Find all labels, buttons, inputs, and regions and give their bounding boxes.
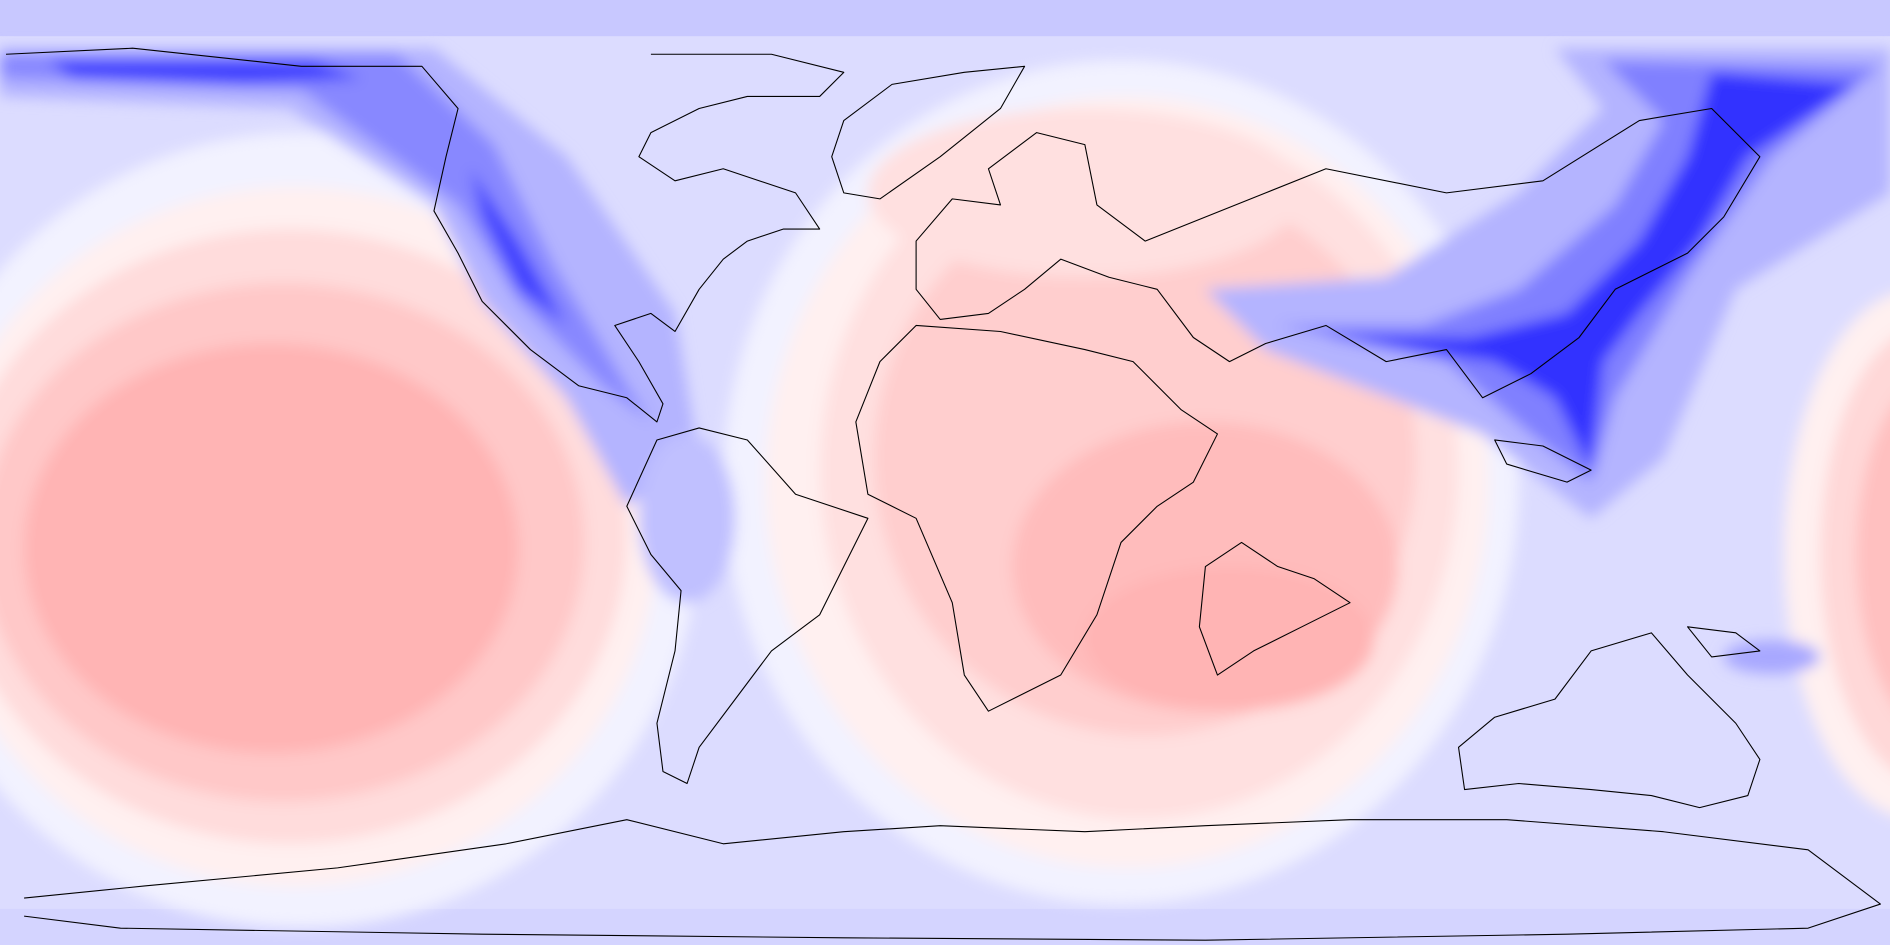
contour <box>0 54 651 422</box>
contour <box>1856 410 1890 699</box>
contour <box>1084 566 1375 712</box>
contour <box>1820 340 1890 769</box>
coastline <box>915 107 1761 399</box>
contour <box>867 108 1302 278</box>
coastlines <box>6 47 1881 941</box>
coastline <box>24 819 1881 941</box>
contour <box>638 433 736 603</box>
contour <box>1325 72 1857 471</box>
coastline <box>855 324 1218 712</box>
contour <box>0 48 700 507</box>
coastline <box>1198 541 1351 676</box>
coastline <box>6 47 845 423</box>
field-band <box>0 0 1890 37</box>
coastline <box>626 427 869 785</box>
contour <box>1723 640 1821 674</box>
coastline <box>1494 439 1761 658</box>
contour <box>24 343 519 754</box>
coastline <box>1457 632 1761 809</box>
coastline <box>831 65 1026 200</box>
